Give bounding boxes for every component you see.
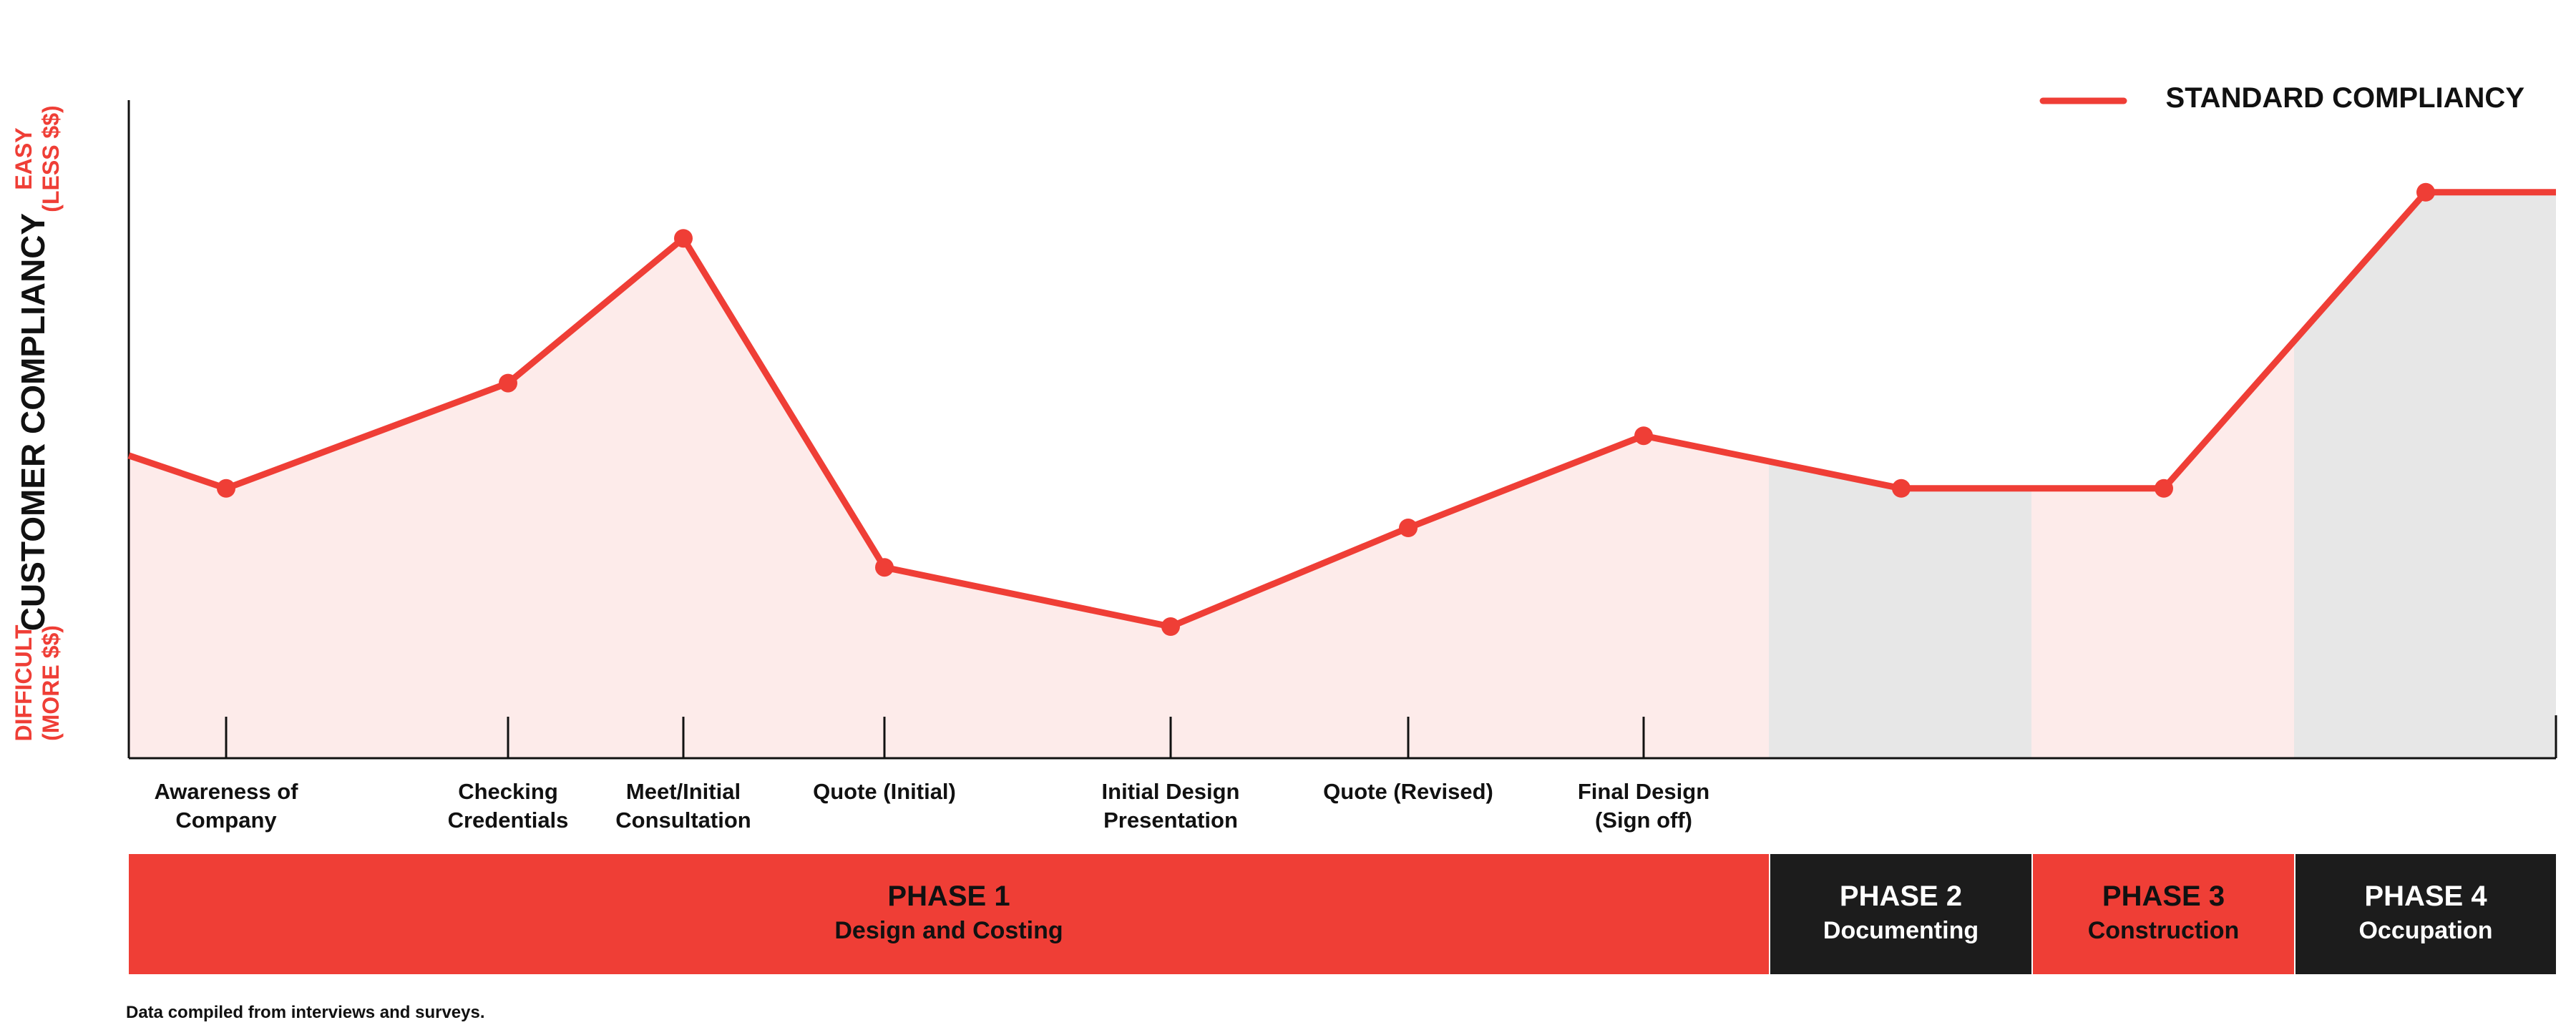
x-tick-label: Quote (Revised) — [1323, 779, 1493, 804]
phase-block-2 — [1770, 854, 2031, 974]
x-tick-label: (Sign off) — [1595, 808, 1692, 833]
area-mask — [129, 0, 2556, 627]
data-point — [499, 373, 517, 393]
phase-subtitle: Documenting — [1823, 917, 1979, 944]
series-line-standard-compliancy — [127, 189, 2556, 630]
data-point — [875, 558, 894, 577]
legend-label: STANDARD COMPLIANCY — [2166, 82, 2525, 114]
x-tick-label: Presentation — [1103, 808, 1238, 833]
phase-block-3 — [2033, 854, 2294, 974]
x-tick-label: Checking — [458, 779, 558, 804]
data-point — [2416, 182, 2435, 202]
data-point — [217, 479, 235, 498]
phase-subtitle: Construction — [2088, 917, 2240, 944]
phase-subtitle: Design and Costing — [834, 917, 1063, 944]
data-point — [1634, 426, 1653, 446]
phase-block-1 — [129, 854, 1769, 974]
y-bottom-label: DIFFICULT — [11, 624, 36, 741]
x-tick-label: Quote (Initial) — [813, 779, 956, 804]
data-point — [1892, 479, 1911, 498]
phase-title: PHASE 4 — [2364, 881, 2487, 912]
phase-title: PHASE 3 — [2102, 881, 2225, 912]
footnote: Data compiled from interviews and survey… — [126, 1003, 485, 1022]
x-tick-label: Company — [175, 808, 277, 833]
phase-subtitle: Occupation — [2358, 917, 2492, 944]
y-top-label: (LESS $$) — [38, 105, 64, 212]
x-tick-label: Consultation — [615, 808, 751, 833]
x-tick-label: Final Design — [1578, 779, 1709, 804]
x-tick-label: Awareness of — [154, 779, 298, 804]
x-tick-label: Credentials — [448, 808, 569, 833]
data-point — [1161, 617, 1180, 636]
y-axis-title: CUSTOMER COMPLIANCY — [14, 213, 52, 631]
data-point — [2155, 479, 2173, 498]
x-tick-label: Meet/Initial — [626, 779, 741, 804]
y-top-label: EASY — [11, 127, 36, 190]
y-bottom-label: (MORE $$) — [38, 625, 64, 741]
data-point — [674, 229, 693, 248]
x-tick-label: Initial Design — [1102, 779, 1240, 804]
data-point — [1399, 519, 1418, 537]
phase-title: PHASE 2 — [1840, 881, 1962, 912]
phase-block-4 — [2296, 854, 2556, 974]
phase-title: PHASE 1 — [887, 881, 1010, 912]
